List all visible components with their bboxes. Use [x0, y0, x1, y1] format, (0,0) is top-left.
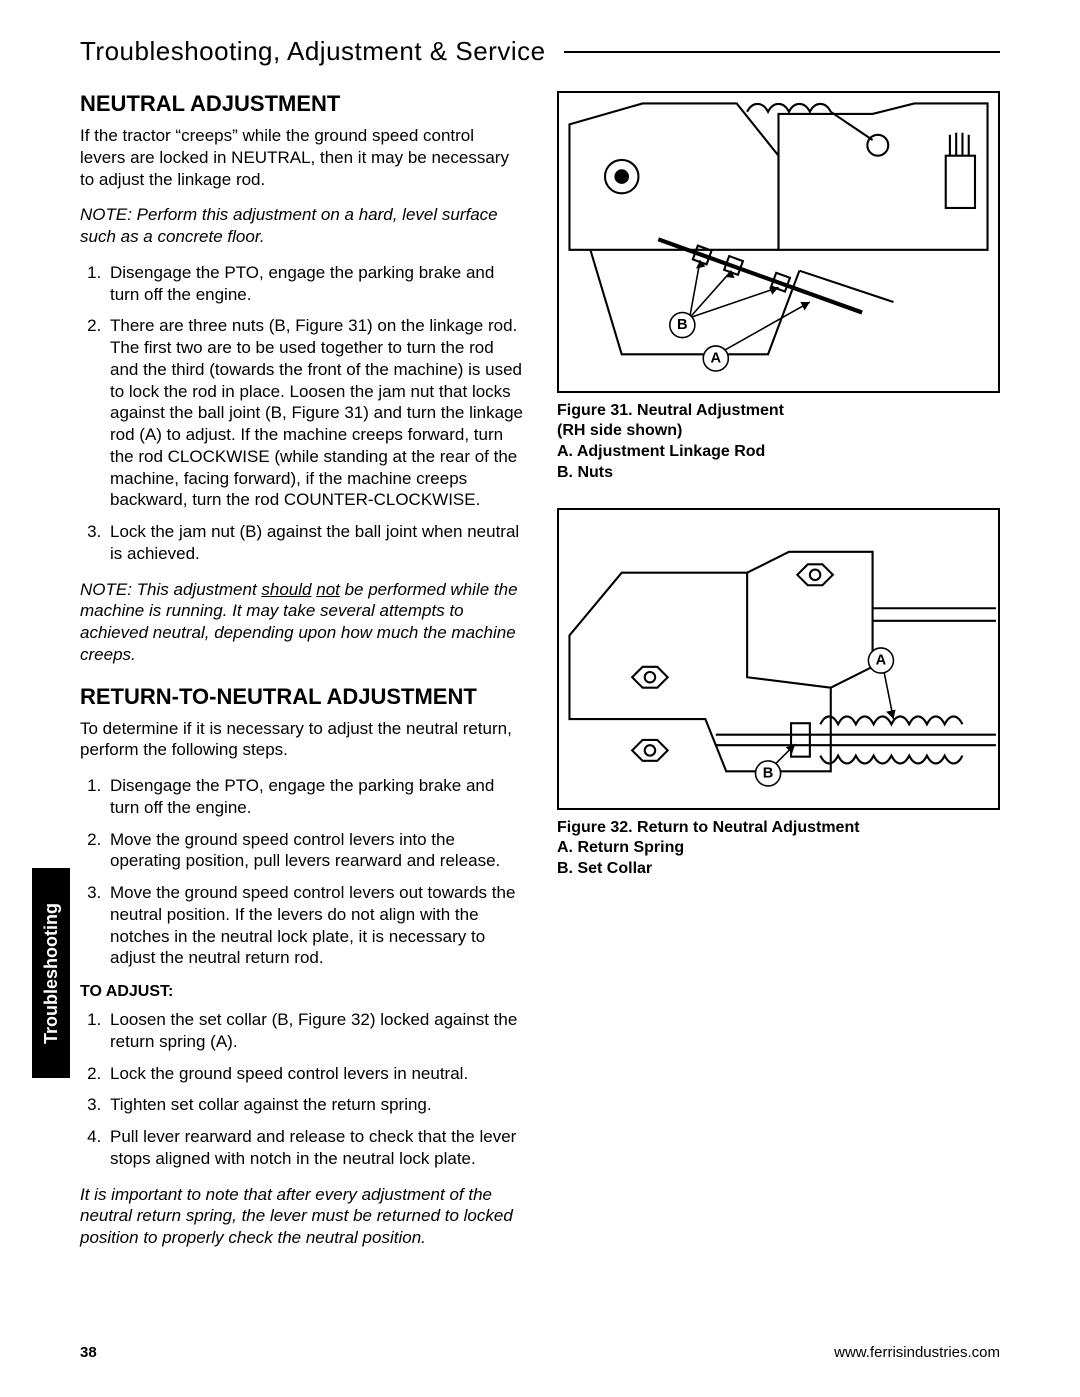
page-number: 38 [80, 1344, 97, 1361]
return-to-neutral-heading: RETURN-TO-NEUTRAL ADJUSTMENT [80, 684, 523, 710]
list-item: There are three nuts (B, Figure 31) on t… [106, 315, 523, 511]
neutral-note-1: NOTE: Perform this adjustment on a hard,… [80, 204, 523, 248]
figure-31: B A [557, 91, 1000, 393]
list-item: Loosen the set collar (B, Figure 32) loc… [106, 1009, 523, 1053]
page-title: Troubleshooting, Adjustment & Service [80, 36, 546, 67]
figure-32-caption: Figure 32. Return to Neutral Adjustment … [557, 818, 1000, 880]
list-item: Lock the jam nut (B) against the ball jo… [106, 521, 523, 565]
content-columns: NEUTRAL ADJUSTMENT If the tractor “creep… [80, 91, 1000, 1263]
svg-text:A: A [711, 350, 722, 366]
header-rule [564, 51, 1000, 53]
return-intro: To determine if it is necessary to adjus… [80, 718, 523, 762]
neutral-note-2: NOTE: This adjustment should not be perf… [80, 579, 523, 666]
figure-32-svg: A B [559, 510, 998, 803]
list-item: Lock the ground speed control levers in … [106, 1063, 523, 1085]
list-item: Move the ground speed control levers int… [106, 829, 523, 873]
footer-url: www.ferrisindustries.com [834, 1344, 1000, 1361]
svg-text:B: B [677, 317, 688, 333]
figure-31-svg: B A [559, 93, 998, 386]
list-item: Move the ground speed control levers out… [106, 882, 523, 969]
left-column: NEUTRAL ADJUSTMENT If the tractor “creep… [80, 91, 523, 1263]
side-tab-troubleshooting: Troubleshooting [32, 868, 70, 1078]
list-item: Disengage the PTO, engage the parking br… [106, 262, 523, 306]
neutral-steps: Disengage the PTO, engage the parking br… [80, 262, 523, 565]
adjust-steps: Loosen the set collar (B, Figure 32) loc… [80, 1009, 523, 1170]
right-column: B A Figure 31. Neutral Adjustment (RH si… [557, 91, 1000, 1263]
list-item: Disengage the PTO, engage the parking br… [106, 775, 523, 819]
page-footer: 38 www.ferrisindustries.com [80, 1344, 1000, 1361]
figure-31-caption: Figure 31. Neutral Adjustment (RH side s… [557, 401, 1000, 484]
to-adjust-subhead: TO ADJUST: [80, 983, 523, 1001]
svg-text:B: B [763, 765, 774, 781]
figure-32: A B [557, 508, 1000, 810]
svg-text:A: A [876, 652, 887, 668]
list-item: Pull lever rearward and release to check… [106, 1126, 523, 1170]
return-final-note: It is important to note that after every… [80, 1184, 523, 1249]
page-header: Troubleshooting, Adjustment & Service [80, 36, 1000, 67]
neutral-adjustment-heading: NEUTRAL ADJUSTMENT [80, 91, 523, 117]
list-item: Tighten set collar against the return sp… [106, 1094, 523, 1116]
return-steps: Disengage the PTO, engage the parking br… [80, 775, 523, 969]
neutral-intro: If the tractor “creeps” while the ground… [80, 125, 523, 190]
